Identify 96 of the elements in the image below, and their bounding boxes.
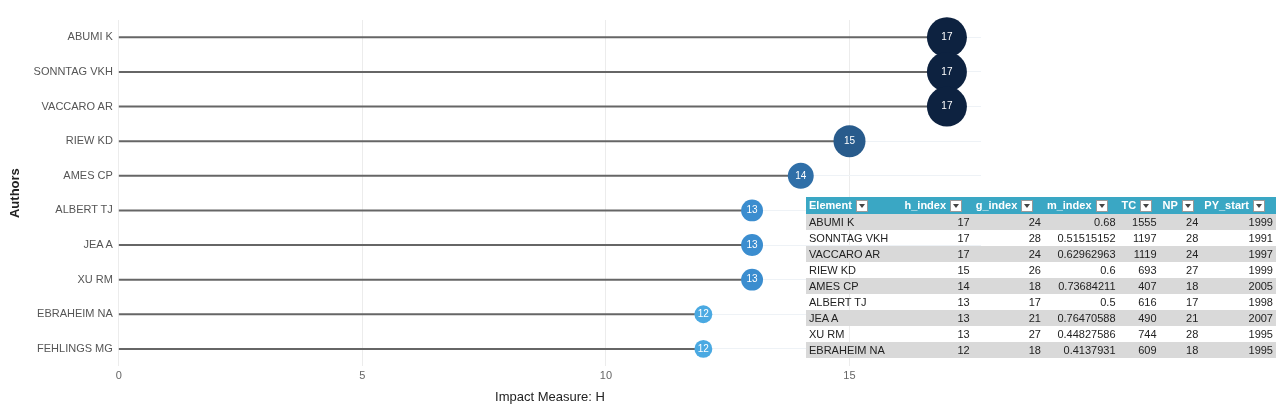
text: 17 — [1186, 296, 1199, 308]
text: 1555 — [1132, 216, 1157, 228]
text: 18 — [1028, 344, 1041, 356]
text: 744 — [1138, 328, 1157, 340]
text: 15 — [957, 264, 970, 276]
text: 1998 — [1248, 296, 1273, 308]
text: 2005 — [1248, 280, 1273, 292]
category-label: VACCARO AR — [809, 248, 881, 260]
category-label: XU RM — [809, 328, 845, 340]
category-label: NP — [1159, 197, 1202, 214]
text: 13 — [957, 328, 970, 340]
x-tick-label: 5 — [359, 368, 366, 381]
y-axis-title: Authors — [7, 168, 23, 219]
text: 0.5 — [1100, 296, 1116, 308]
text: 12 — [957, 344, 970, 356]
text: 0.68 — [1094, 216, 1116, 228]
text: 27 — [1028, 328, 1041, 340]
data-label: 13 — [746, 238, 759, 250]
text: 24 — [1186, 248, 1199, 260]
category-label: TC — [1118, 197, 1160, 214]
text: 27 — [1186, 264, 1199, 276]
category-label: PY_start — [1201, 197, 1276, 214]
category-label: AMES CP — [809, 280, 859, 292]
text: 0.76470588 — [1057, 312, 1116, 324]
y-tick-label: SONNTAG VKH — [33, 64, 113, 77]
category-label: JEA A — [809, 312, 839, 324]
text: 1197 — [1132, 232, 1157, 244]
text: 21 — [1028, 312, 1041, 324]
category-label: ALBERT TJ — [809, 296, 867, 308]
y-tick-label: FEHLINGS MG — [37, 341, 113, 354]
text: 28 — [1186, 328, 1199, 340]
data-label: 14 — [795, 169, 807, 181]
text: 609 — [1138, 344, 1157, 356]
text: 0.6 — [1100, 264, 1116, 276]
text: 0.4137931 — [1063, 344, 1116, 356]
text: 18 — [1028, 280, 1041, 292]
data-label: 12 — [697, 308, 710, 320]
text: 17 — [957, 248, 970, 260]
text: 0.51515152 — [1057, 232, 1116, 244]
data-label: 17 — [941, 31, 953, 43]
text: 17 — [957, 232, 970, 244]
text: 17 — [957, 216, 970, 228]
x-tick-label: 10 — [599, 368, 613, 381]
y-tick-label: JEA A — [83, 238, 114, 251]
text: 14 — [957, 280, 970, 292]
text: 1997 — [1248, 248, 1273, 260]
y-tick-label: VACCARO AR — [41, 99, 113, 112]
y-tick-label: RIEW KD — [65, 134, 113, 147]
category-label: RIEW KD — [809, 264, 857, 276]
y-tick-label: AMES CP — [63, 168, 113, 181]
text: 17 — [1028, 296, 1041, 308]
data-label: 15 — [843, 134, 856, 146]
text: 2007 — [1248, 312, 1273, 324]
text: 693 — [1138, 264, 1157, 276]
text: 18 — [1186, 344, 1199, 356]
category-label: EBRAHEIM NA — [809, 344, 885, 356]
y-tick-label: XU RM — [77, 272, 113, 285]
category-label: h_index — [901, 197, 973, 214]
text: 24 — [1028, 216, 1041, 228]
text: 1995 — [1248, 344, 1273, 356]
text: 1119 — [1133, 248, 1157, 260]
text: 616 — [1138, 296, 1157, 308]
data-label: 12 — [697, 342, 710, 354]
category-label: Element — [806, 197, 902, 214]
text: 13 — [957, 296, 970, 308]
text: 24 — [1186, 216, 1199, 228]
text: 28 — [1186, 232, 1199, 244]
text: 18 — [1186, 280, 1199, 292]
x-tick-label: 0 — [115, 368, 122, 381]
y-tick-label: ABUMI K — [67, 30, 114, 43]
text: 490 — [1138, 312, 1157, 324]
x-tick-label: 15 — [843, 368, 856, 381]
category-label: g_index — [972, 197, 1044, 214]
data-label: 17 — [941, 100, 953, 112]
text: 26 — [1028, 264, 1041, 276]
x-axis-title: Impact Measure: H — [495, 388, 605, 404]
text: 13 — [957, 312, 970, 324]
text: 1995 — [1248, 328, 1273, 340]
y-tick-label: ALBERT TJ — [55, 203, 113, 216]
text: 407 — [1138, 280, 1157, 292]
category-label: SONNTAG VKH — [809, 232, 889, 244]
text: 0.62962963 — [1057, 248, 1116, 260]
category-label: m_index — [1043, 197, 1119, 214]
text: 28 — [1028, 232, 1041, 244]
data-label: 13 — [746, 204, 759, 216]
y-tick-label: EBRAHEIM NA — [37, 307, 114, 320]
text: 24 — [1028, 248, 1041, 260]
data-label: 13 — [746, 273, 759, 285]
text: 21 — [1186, 312, 1199, 324]
text: 1999 — [1248, 264, 1273, 276]
text: 1991 — [1248, 232, 1273, 244]
text: 0.44827586 — [1057, 328, 1116, 340]
data-label: 17 — [941, 65, 953, 77]
text: 1999 — [1248, 216, 1273, 228]
text: 0.73684211 — [1058, 280, 1116, 292]
category-label: ABUMI K — [809, 216, 855, 228]
